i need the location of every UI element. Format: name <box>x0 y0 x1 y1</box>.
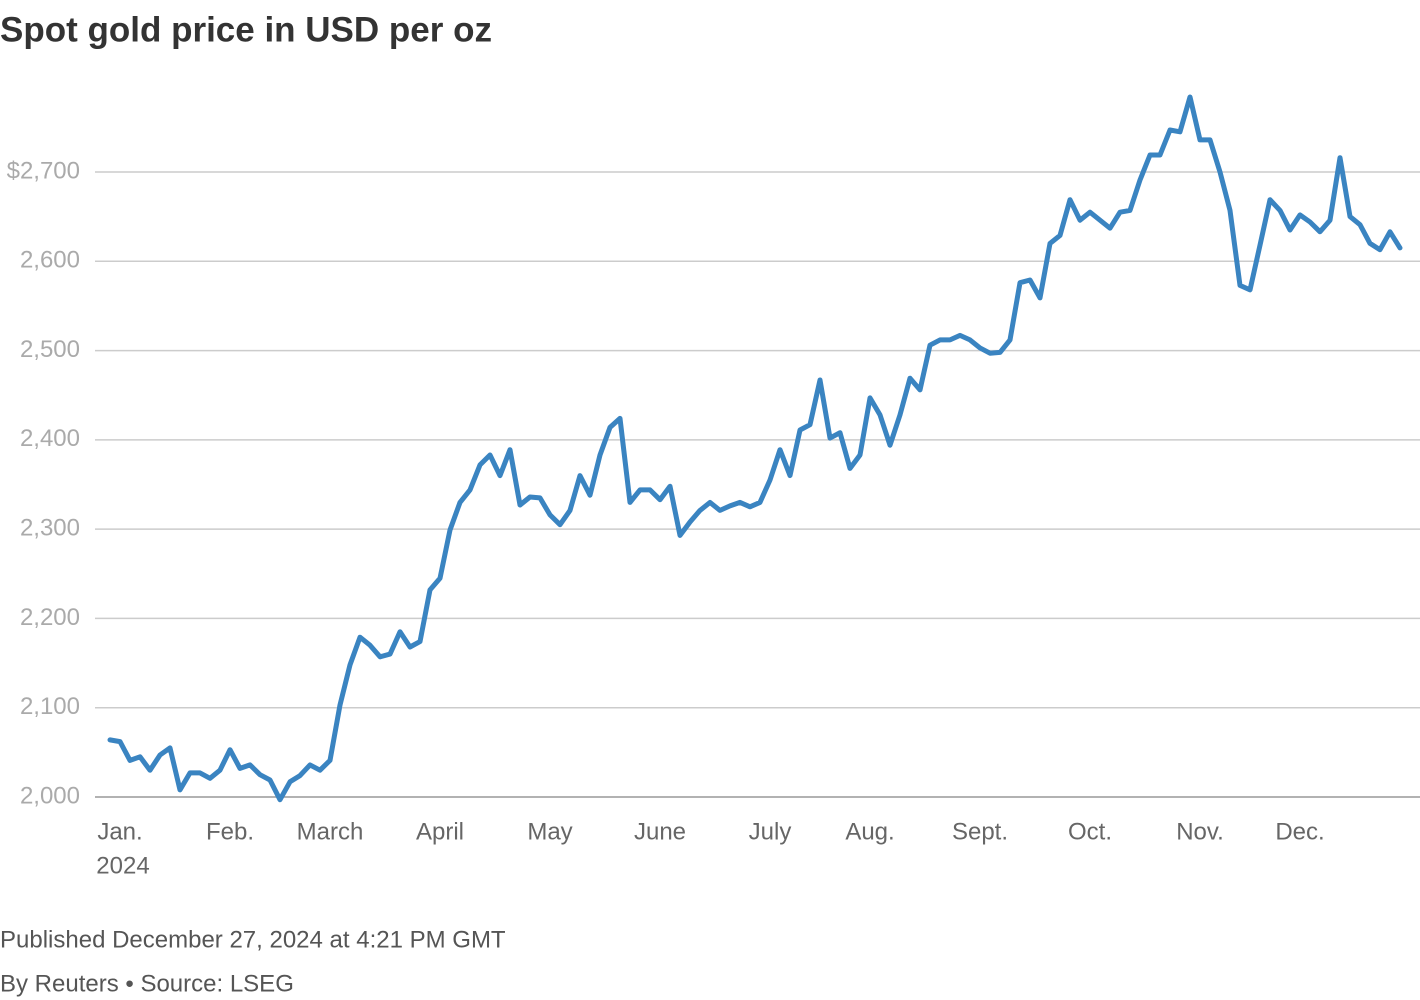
y-tick-label: 2,000 <box>20 782 80 809</box>
x-axis-year: 2024 <box>96 852 149 879</box>
x-tick-label: Sept. <box>952 818 1008 845</box>
x-tick-label: June <box>634 818 686 845</box>
x-tick-label: Nov. <box>1176 818 1224 845</box>
y-tick-label: 2,600 <box>20 247 80 274</box>
x-tick-label: May <box>527 818 572 845</box>
chart-title: Spot gold price in USD per oz <box>0 10 492 49</box>
y-tick-label: 2,300 <box>20 514 80 541</box>
y-tick-label: 2,100 <box>20 693 80 720</box>
x-tick-label: Aug. <box>845 818 894 845</box>
y-tick-label: $2,700 <box>7 157 80 184</box>
x-tick-label: Jan. <box>97 818 142 845</box>
y-tick-label: 2,500 <box>20 336 80 363</box>
x-tick-label: Dec. <box>1275 818 1324 845</box>
x-tick-label: Feb. <box>206 818 254 845</box>
y-tick-label: 2,200 <box>20 604 80 631</box>
x-tick-label: April <box>416 818 464 845</box>
x-tick-label: Oct. <box>1068 818 1112 845</box>
price-line <box>107 94 1403 803</box>
published: Published December 27, 2024 at 4:21 PM G… <box>0 926 506 953</box>
x-tick-label: July <box>749 818 792 845</box>
credit: By Reuters • Source: LSEG <box>0 970 294 997</box>
y-tick-label: 2,400 <box>20 425 80 452</box>
x-tick-label: March <box>297 818 364 845</box>
